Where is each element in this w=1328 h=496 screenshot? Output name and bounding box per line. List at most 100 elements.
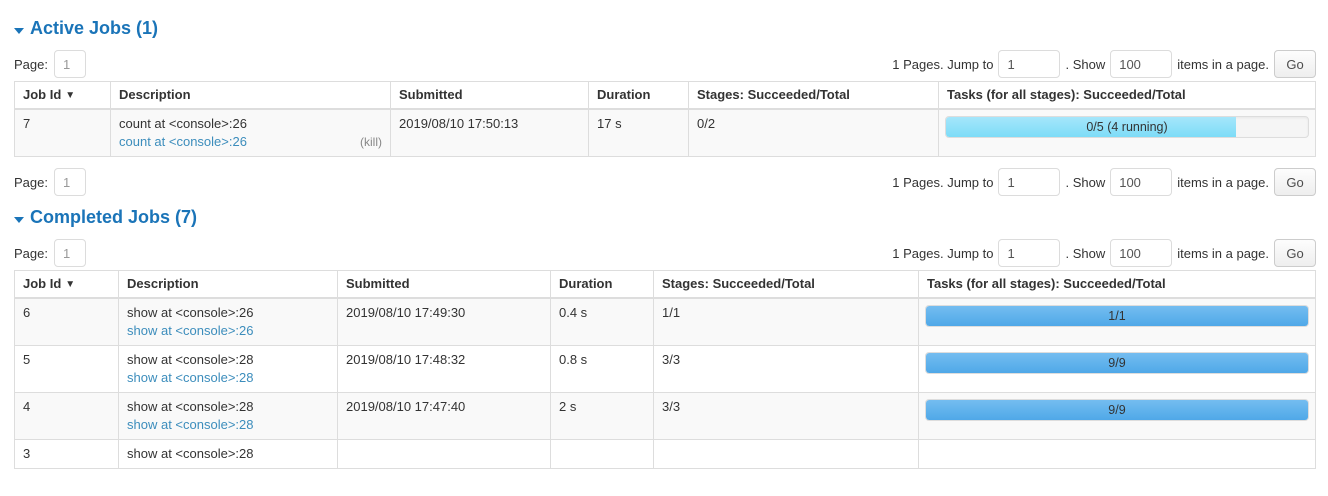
pages-count-label: 1 Pages. Jump to [892,56,994,72]
cell-job-id: 3 [14,439,119,469]
completed-head-top-spacer [0,199,1328,207]
items-per-page-input[interactable] [1110,239,1173,267]
column-header-job-id-label: Job Id [23,276,62,291]
column-header-description[interactable]: Description [110,81,391,110]
cell-tasks-progress: 1/1 [918,297,1316,346]
active-pager-bottom-left: Page: [14,168,86,196]
table-row: 3 show at <console>:28 [14,439,1316,469]
go-button[interactable]: Go [1274,168,1316,196]
current-page-input[interactable] [53,239,86,267]
column-header-tasks[interactable]: Tasks (for all stages): Succeeded/Total [918,270,1316,299]
tasks-progress-label: 0/5 (4 running) [1086,120,1168,134]
page-label: Page: [14,56,48,72]
job-description-text: show at <console>:28 [127,352,254,367]
job-description-text: show at <console>:28 [127,446,254,461]
column-header-stages[interactable]: Stages: Succeeded/Total [653,270,919,299]
completed-pager-top-left: Page: [14,239,86,267]
column-header-duration[interactable]: Duration [550,270,654,299]
tasks-progress-label: 9/9 [1108,403,1126,417]
active-pager-bottom: Page: 1 Pages. Jump to . Show items in a… [0,165,1328,199]
job-description-link[interactable]: show at <console>:28 [127,417,254,432]
cell-submitted: 2019/08/10 17:50:13 [390,108,589,157]
page-label: Page: [14,245,48,261]
cell-tasks-progress: 0/5 (4 running) [938,108,1316,157]
cell-description: show at <console>:28 show at <console>:2… [118,392,338,440]
active-jobs-title: Active Jobs (1) [30,18,159,38]
cell-submitted: 2019/08/10 17:48:32 [337,345,551,393]
cell-stages: 3/3 [653,392,919,440]
cell-tasks-progress: 9/9 [918,392,1316,440]
job-description-text: show at <console>:28 [127,399,254,414]
kill-job-link[interactable]: (kill) [360,135,382,149]
active-jobs-section-header[interactable]: Active Jobs (1) [0,18,1328,39]
cell-job-id: 4 [14,392,119,440]
completed-head-spacer [0,228,1328,236]
job-description-links: show at <console>:28 [127,370,329,385]
items-in-page-label: items in a page. [1177,56,1269,72]
current-page-input[interactable] [53,50,86,78]
items-per-page-input[interactable] [1110,168,1173,196]
column-header-submitted[interactable]: Submitted [390,81,589,110]
items-in-page-label: items in a page. [1177,174,1269,190]
cell-duration [550,439,654,469]
job-description-link[interactable]: count at <console>:26 [119,134,247,149]
items-per-page-input[interactable] [1110,50,1173,78]
cell-tasks-progress [918,439,1316,469]
active-pager-top: Page: 1 Pages. Jump to . Show items in a… [0,47,1328,81]
cell-tasks-progress: 9/9 [918,345,1316,393]
column-header-duration[interactable]: Duration [588,81,689,110]
jump-to-page-input[interactable] [998,50,1061,78]
go-button[interactable]: Go [1274,50,1316,78]
active-head-spacer [0,39,1328,47]
tasks-progress-fill [926,400,1308,420]
show-label: . Show [1065,56,1106,72]
cell-submitted: 2019/08/10 17:49:30 [337,297,551,346]
caret-down-icon [14,216,24,223]
tasks-progress-bar: 0/5 (4 running) [945,116,1309,138]
column-header-job-id-label: Job Id [23,87,62,102]
cell-stages: 3/3 [653,345,919,393]
jump-to-page-input[interactable] [998,168,1061,196]
job-description-link[interactable]: show at <console>:26 [127,323,254,338]
cell-description: show at <console>:28 [118,439,338,469]
sort-descending-icon: ▼ [65,90,76,101]
tasks-progress-bar: 1/1 [925,305,1309,327]
table-row: 4 show at <console>:28 show at <console>… [14,392,1316,440]
sort-descending-icon: ▼ [65,279,76,290]
active-pager-top-right: 1 Pages. Jump to . Show items in a page.… [892,50,1316,78]
table-row: 5 show at <console>:28 show at <console>… [14,345,1316,393]
cell-duration: 0.8 s [550,345,654,393]
table-row: 6 show at <console>:26 show at <console>… [14,297,1316,346]
column-header-submitted[interactable]: Submitted [337,270,551,299]
tasks-progress-fill [926,306,1308,326]
job-description-links: count at <console>:26 (kill) [119,134,382,149]
column-header-stages[interactable]: Stages: Succeeded/Total [688,81,939,110]
table-row: 7 count at <console>:26 count at <consol… [14,108,1316,157]
caret-down-icon [14,27,24,34]
jump-to-page-input[interactable] [998,239,1061,267]
column-header-description[interactable]: Description [118,270,338,299]
cell-description: show at <console>:26 show at <console>:2… [118,297,338,346]
cell-job-id: 5 [14,345,119,393]
top-spacer [0,0,1328,18]
show-label: . Show [1065,174,1106,190]
active-table-spacer [0,157,1328,165]
cell-stages: 0/2 [688,108,939,157]
cell-job-id: 7 [14,108,111,157]
column-header-job-id[interactable]: Job Id ▼ [14,270,119,299]
cell-stages: 1/1 [653,297,919,346]
completed-jobs-section-header[interactable]: Completed Jobs (7) [0,207,1328,228]
completed-jobs-header-row: Job Id ▼ Description Submitted Duration S… [14,270,1316,299]
cell-submitted [337,439,551,469]
current-page-input[interactable] [53,168,86,196]
column-header-tasks[interactable]: Tasks (for all stages): Succeeded/Total [938,81,1316,110]
job-description-link[interactable]: show at <console>:28 [127,370,254,385]
cell-description: count at <console>:26 count at <console>… [110,108,391,157]
column-header-job-id[interactable]: Job Id ▼ [14,81,111,110]
job-description-links: show at <console>:28 [127,417,329,432]
go-button[interactable]: Go [1274,239,1316,267]
job-description-text: show at <console>:26 [127,305,254,320]
tasks-progress-label: 9/9 [1108,356,1126,370]
active-pager-top-left: Page: [14,50,86,78]
